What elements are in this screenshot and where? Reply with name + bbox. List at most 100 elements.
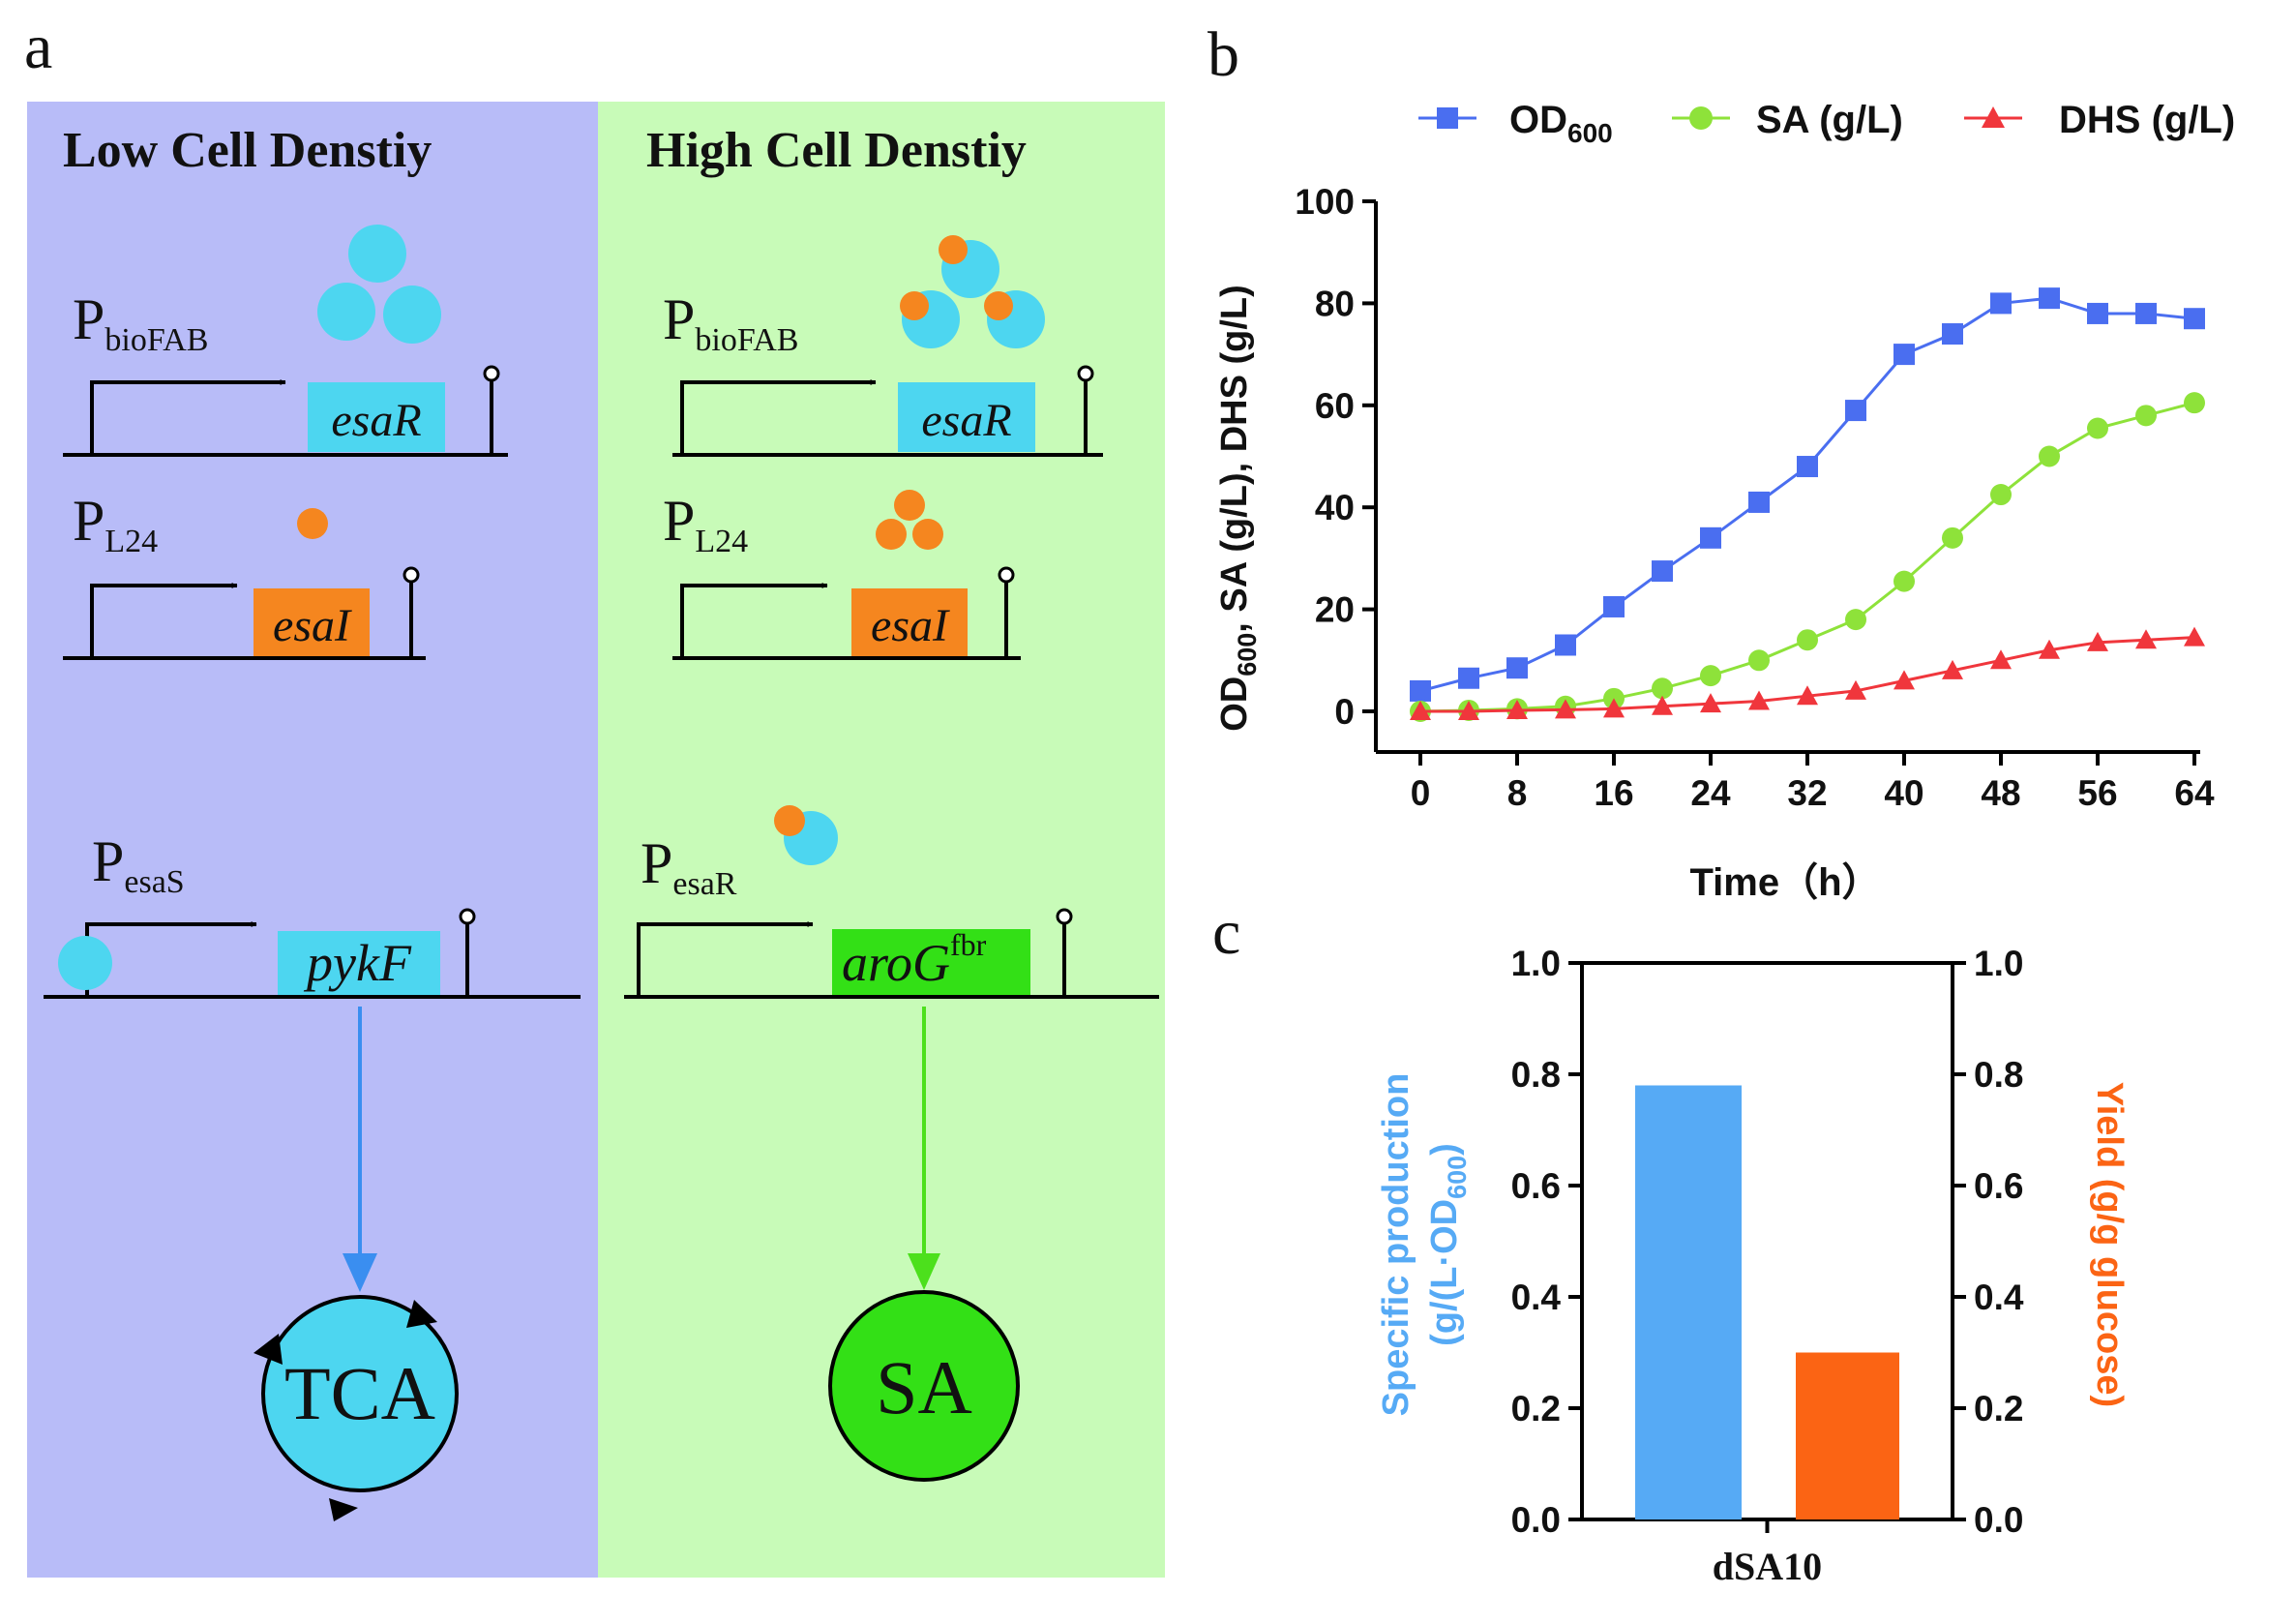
data-point — [1652, 695, 1673, 715]
data-point — [1845, 679, 1866, 700]
cycle-arrowhead — [406, 1300, 437, 1328]
data-point — [1797, 456, 1818, 478]
x-tick-label: 8 — [1507, 773, 1528, 813]
y-tick-label: 60 — [1315, 386, 1355, 426]
terminator-head — [1056, 908, 1073, 925]
tca-label: TCA — [284, 1351, 435, 1435]
left-axis-label-end: ) — [1424, 1143, 1465, 1156]
data-point — [1410, 679, 1431, 702]
terminator-head — [998, 566, 1015, 584]
data-point — [1458, 701, 1479, 720]
bar-chart-left-axis-label-line2: (g/(L·OD600) — [1424, 1143, 1472, 1346]
legend-dhs-marker — [1982, 106, 2005, 128]
line-chart-legend: OD600 SA (g/L) DHS (g/L) — [1418, 99, 2235, 148]
data-point — [1410, 701, 1431, 720]
sa-flux: SA — [828, 1007, 1020, 1482]
y-tick-label: 80 — [1315, 284, 1355, 323]
pykF-gene-label: pykF — [303, 934, 412, 992]
left-tick-label: 0.8 — [1511, 1055, 1561, 1095]
data-point — [1506, 699, 1528, 719]
promoter-biofab-subscript: bioFAB — [104, 322, 208, 358]
legend-sa-label: SA (g/L) — [1756, 99, 1903, 141]
data-point — [1990, 292, 2012, 315]
high-esaR-construct: PbioFAB esaR — [663, 235, 1103, 457]
promoter-biofab-label: P — [663, 287, 695, 351]
ahl-molecule — [894, 490, 925, 521]
data-point — [1942, 323, 1963, 346]
y-label-subscript: 600 — [1233, 633, 1262, 677]
esaI-gene-box — [851, 588, 968, 656]
bar-chart-left-axis-label: Specific production — [1376, 1073, 1416, 1417]
data-point — [1603, 698, 1625, 718]
low-density-title: Low Cell Denstiy — [63, 123, 432, 178]
data-point — [1845, 400, 1866, 422]
data-point — [2039, 639, 2060, 659]
promoter-biofab-subscript: bioFAB — [695, 322, 798, 358]
promoter-l24-subscript: L24 — [695, 524, 748, 559]
svg-text:aroGfbr: aroGfbr — [842, 927, 987, 992]
left-tick-label: 1.0 — [1511, 944, 1561, 983]
promoter-l24-label: P — [663, 489, 695, 553]
x-tick-label: 0 — [1411, 773, 1431, 813]
data-point — [2087, 631, 2108, 651]
esaI-gene-label: esaI — [273, 600, 352, 651]
right-tick-label: 0.2 — [1974, 1389, 2023, 1429]
data-point — [1797, 629, 1818, 651]
low-pykF-construct: PesaS pykF — [44, 829, 581, 999]
data-point — [2135, 629, 2157, 649]
promoter-arrow — [90, 379, 286, 455]
data-point — [1652, 560, 1673, 583]
data-point — [2039, 287, 2060, 310]
data-point — [1652, 677, 1673, 700]
right-tick-label: 0.0 — [1974, 1500, 2023, 1540]
panel-label-b: b — [1208, 19, 1239, 90]
y-label-main: OD — [1214, 677, 1255, 732]
esaI-gene-label: esaI — [871, 600, 950, 651]
terminator-head — [1077, 365, 1094, 382]
data-point — [1990, 484, 2012, 506]
data-point — [1748, 649, 1770, 672]
bar-yield — [1796, 1352, 1899, 1519]
legend-od600-marker — [1437, 107, 1458, 129]
data-point — [1893, 344, 1915, 366]
ahl-molecule — [774, 805, 805, 836]
data-point — [1845, 609, 1866, 631]
left-tick-label: 0.4 — [1511, 1278, 1562, 1317]
y-tick-label: 40 — [1315, 488, 1355, 527]
data-point — [1893, 570, 1915, 592]
right-tick-label: 1.0 — [1974, 944, 2023, 983]
svg-text:PesaR: PesaR — [641, 831, 737, 902]
data-point — [1555, 634, 1576, 656]
line-chart-x-axis-label: Time（h） — [1689, 861, 1880, 904]
terminator-head — [403, 566, 420, 584]
svg-text:PesaS: PesaS — [92, 829, 185, 900]
promoter-arrow — [680, 583, 828, 658]
low-esaI-construct: PL24 esaI — [63, 489, 426, 660]
data-point — [1700, 665, 1721, 687]
data-point — [1748, 491, 1770, 513]
data-point — [1458, 667, 1479, 689]
x-tick-label: 24 — [1690, 773, 1731, 813]
bar-chart-right-axis-label: Yield (g/g glucose) — [2089, 1082, 2130, 1407]
ahl-molecule — [297, 508, 328, 539]
legend-sa-marker — [1689, 106, 1713, 130]
svg-text:PL24: PL24 — [73, 489, 158, 559]
x-tick-label: 40 — [1884, 773, 1923, 813]
esaR-gene-box — [308, 382, 445, 452]
data-point — [2184, 308, 2205, 330]
data-point — [2135, 302, 2157, 324]
right-tick-label: 0.6 — [1974, 1166, 2023, 1206]
svg-text:OD600: OD600 — [1509, 99, 1613, 148]
flux-arrow-head — [908, 1253, 940, 1290]
x-tick-label: 32 — [1787, 773, 1827, 813]
aroG-gene-label: aroG — [842, 934, 950, 992]
bar-chart: 0.0 0.2 0.4 0.6 0.8 1.0 0.0 0.2 0.4 0.6 0.8 1.0 dSA1… — [1511, 944, 2024, 1588]
x-tick-label: 56 — [2077, 773, 2117, 813]
esaR-gene-label: esaR — [331, 395, 421, 446]
aroG-gene-box — [832, 929, 1030, 997]
esaR-gene-box — [898, 382, 1035, 452]
data-point — [1506, 657, 1528, 679]
promoter-esaS-subscript: esaS — [124, 864, 184, 900]
promoter-arrow — [637, 921, 814, 997]
